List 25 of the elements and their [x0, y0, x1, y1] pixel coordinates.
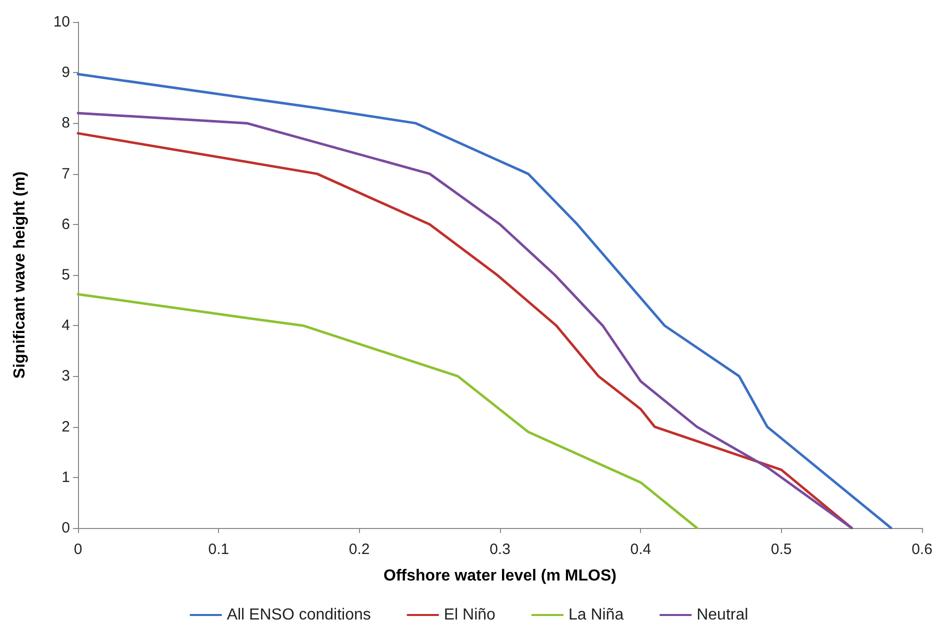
legend-label: El Niño	[444, 606, 496, 624]
y-tick-label: 2	[62, 418, 70, 436]
y-tick-label: 10	[53, 14, 70, 30]
x-tick-label: 0.6	[912, 541, 932, 558]
x-tick-label: 0.1	[208, 541, 230, 558]
y-tick-label: 9	[62, 64, 70, 82]
y-tick-label: 3	[62, 368, 70, 385]
legend-label: All ENSO conditions	[226, 606, 371, 624]
y-axis-title: Significant wave height (m)	[12, 171, 28, 379]
y-tick-label: 1	[62, 468, 70, 486]
legend-label: La Niña	[568, 606, 624, 624]
y-tick-label: 7	[62, 165, 70, 182]
y-tick-label: 8	[62, 114, 70, 132]
x-tick-label: 0.4	[630, 541, 652, 558]
y-tick-label: 0	[62, 520, 70, 536]
legend-label: Neutral	[696, 606, 748, 624]
x-tick-label: 0.5	[770, 541, 792, 558]
x-tick-label: 0.3	[490, 541, 510, 558]
y-tick-label: 6	[62, 216, 70, 233]
y-tick-label: 5	[62, 266, 70, 284]
x-axis-title: Offshore water level (m MLOS)	[384, 568, 616, 584]
x-tick-label: 0	[74, 541, 82, 558]
x-tick-label: 0.2	[348, 541, 370, 558]
line-series	[76, 292, 698, 530]
y-tick-label: 4	[62, 317, 70, 334]
